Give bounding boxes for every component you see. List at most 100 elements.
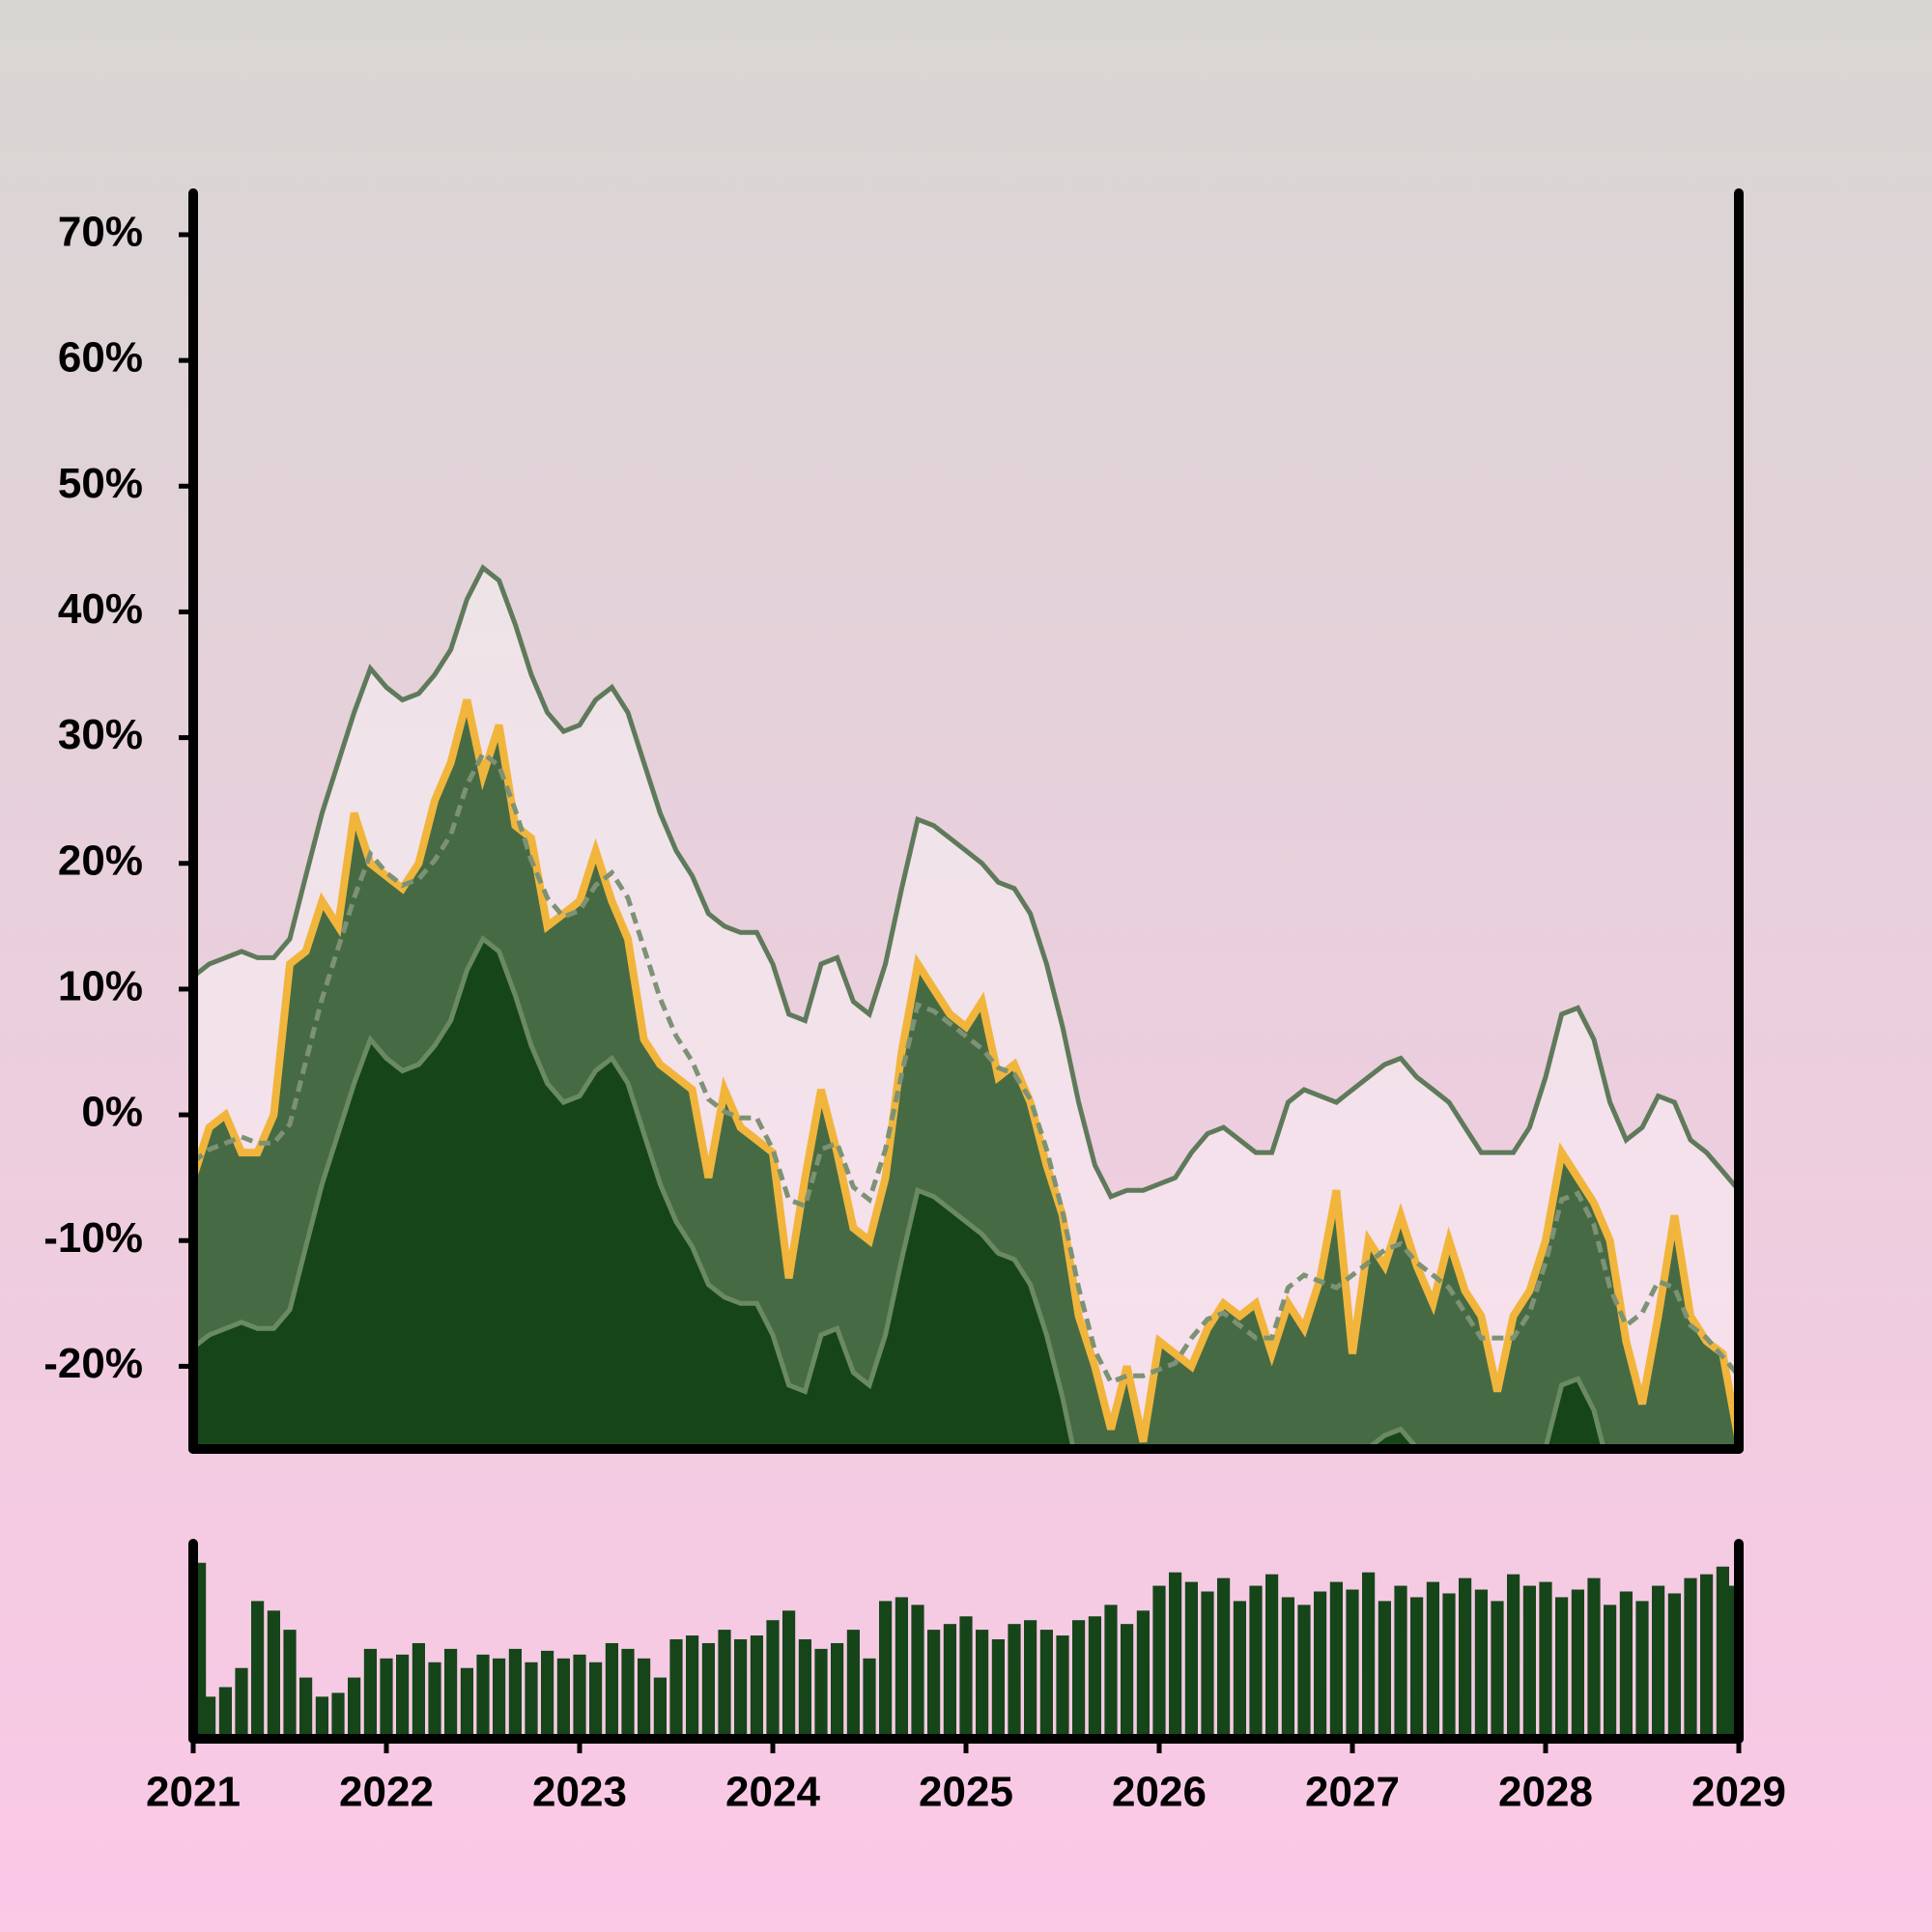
x-tick-label: 2022 bbox=[339, 1769, 434, 1816]
volume-bar bbox=[299, 1677, 313, 1735]
volume-bar bbox=[782, 1610, 796, 1735]
volume-bar bbox=[1249, 1585, 1263, 1735]
x-tick-label: 2021 bbox=[146, 1769, 241, 1816]
volume-bar bbox=[493, 1658, 506, 1735]
volume-bar bbox=[621, 1648, 635, 1735]
volume-bar bbox=[1039, 1630, 1053, 1735]
volume-bar bbox=[669, 1639, 683, 1735]
volume-bar bbox=[1184, 1581, 1198, 1735]
price-plot bbox=[193, 564, 1739, 1448]
x-tick-label: 2029 bbox=[1691, 1769, 1786, 1816]
x-tick-label: 2026 bbox=[1112, 1769, 1207, 1816]
volume-bar bbox=[460, 1667, 473, 1735]
volume-bar bbox=[1604, 1605, 1617, 1735]
volume-bar bbox=[573, 1654, 586, 1735]
volume-bar bbox=[1314, 1591, 1327, 1735]
volume-bar bbox=[991, 1639, 1005, 1735]
volume-bar bbox=[315, 1696, 328, 1735]
volume-bar bbox=[283, 1630, 297, 1735]
volume-bar bbox=[380, 1658, 393, 1735]
volume-bar bbox=[1297, 1605, 1311, 1735]
volume-bar bbox=[1104, 1605, 1118, 1735]
volume-bar bbox=[1716, 1566, 1729, 1735]
volume-bar bbox=[1088, 1616, 1101, 1735]
y-tick-label: 60% bbox=[58, 334, 143, 382]
volume-bar bbox=[1410, 1597, 1424, 1735]
volume-bar bbox=[1539, 1581, 1552, 1735]
volume-bar bbox=[1281, 1597, 1294, 1735]
volume-bar bbox=[1217, 1577, 1231, 1735]
volume-bar bbox=[766, 1620, 780, 1735]
y-tick-label: 50% bbox=[58, 460, 143, 507]
volume-bar bbox=[556, 1658, 570, 1735]
volume-bar bbox=[943, 1624, 956, 1735]
volume-bar bbox=[1652, 1585, 1665, 1735]
volume-bar bbox=[1378, 1601, 1391, 1735]
x-tick-label: 2027 bbox=[1305, 1769, 1400, 1816]
volume-bar bbox=[525, 1662, 538, 1735]
volume-bar bbox=[846, 1630, 860, 1735]
volume-bar bbox=[1619, 1591, 1633, 1735]
volume-bar bbox=[686, 1635, 699, 1735]
lower-band-area bbox=[193, 938, 1604, 1448]
y-tick-label: 20% bbox=[58, 837, 143, 884]
y-tick-label: 30% bbox=[58, 711, 143, 758]
volume-bar bbox=[444, 1648, 458, 1735]
volume-bar bbox=[235, 1667, 248, 1735]
volume-bar bbox=[1136, 1610, 1150, 1735]
x-tick-label: 2028 bbox=[1498, 1769, 1593, 1816]
y-tick-label: 0% bbox=[81, 1089, 143, 1136]
volume-bar bbox=[1329, 1581, 1343, 1735]
volume-bar bbox=[1152, 1585, 1166, 1735]
volume-bar bbox=[1008, 1624, 1021, 1735]
volume-bar bbox=[218, 1687, 232, 1735]
x-tick-label: 2025 bbox=[919, 1769, 1013, 1816]
volume-bar bbox=[363, 1648, 377, 1735]
volume-bar bbox=[1459, 1577, 1472, 1735]
lower-band-line bbox=[193, 935, 1606, 1448]
volume-bar bbox=[653, 1677, 667, 1735]
volume-bar bbox=[396, 1654, 410, 1735]
volume-bar bbox=[911, 1605, 924, 1735]
y-tick-label: -20% bbox=[43, 1340, 143, 1387]
volume-bar bbox=[798, 1639, 811, 1735]
volume-bar bbox=[1394, 1585, 1407, 1735]
volume-bar bbox=[331, 1692, 345, 1735]
volume-bar bbox=[718, 1630, 731, 1735]
volume-bar bbox=[412, 1642, 425, 1735]
volume-bar bbox=[1121, 1624, 1134, 1735]
volume-bar bbox=[976, 1630, 989, 1735]
volume-bar bbox=[1587, 1577, 1601, 1735]
volume-bar bbox=[1265, 1574, 1279, 1735]
volume-bar bbox=[1700, 1574, 1714, 1735]
volume-bar bbox=[1491, 1601, 1504, 1735]
volume-bar bbox=[1474, 1589, 1488, 1735]
volume-bar bbox=[1442, 1593, 1456, 1735]
axes bbox=[188, 188, 1744, 1744]
volume-bar bbox=[348, 1677, 361, 1735]
y-tick-label: 10% bbox=[58, 963, 143, 1010]
volume-bar bbox=[1346, 1589, 1359, 1735]
volume-bar bbox=[638, 1658, 651, 1735]
volume-bar bbox=[863, 1658, 876, 1735]
volume-bar bbox=[1169, 1572, 1182, 1735]
volume-bar bbox=[1072, 1620, 1086, 1735]
volume-bar bbox=[1426, 1581, 1439, 1735]
upper-band-line bbox=[193, 564, 1739, 1200]
volume-bar bbox=[1024, 1620, 1037, 1735]
volume-bar bbox=[1056, 1635, 1069, 1735]
volume-bar bbox=[605, 1642, 618, 1735]
y-tick-label: 40% bbox=[58, 585, 143, 633]
volume-bar bbox=[428, 1662, 441, 1735]
volume-bar bbox=[476, 1654, 490, 1735]
x-tick-label: 2024 bbox=[725, 1769, 820, 1816]
volume-bar bbox=[1233, 1601, 1246, 1735]
volume-bar bbox=[1667, 1593, 1681, 1735]
volume-bar bbox=[267, 1610, 280, 1735]
y-tick-label: -10% bbox=[43, 1214, 143, 1262]
volume-bar bbox=[203, 1696, 216, 1735]
volume-bar bbox=[1571, 1589, 1584, 1735]
moving-average-line bbox=[193, 750, 1739, 1385]
volume-bar bbox=[589, 1662, 603, 1735]
